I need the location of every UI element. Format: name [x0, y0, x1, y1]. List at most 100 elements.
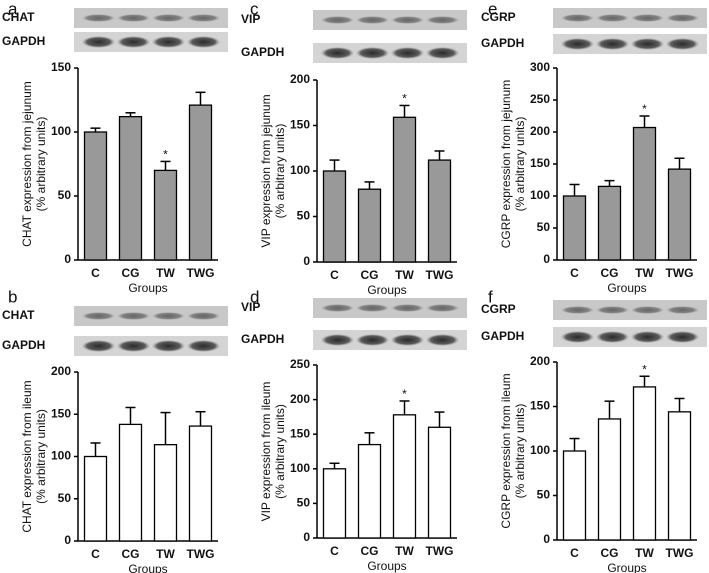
y-tick-label: 250	[290, 357, 310, 371]
blot-band	[116, 340, 151, 352]
y-tick-label: 50	[58, 188, 72, 202]
x-tick-label: TW	[395, 544, 414, 558]
x-tick-label: TWG	[426, 544, 454, 558]
bar	[357, 443, 382, 539]
x-axis-label: Groups	[128, 562, 167, 573]
y-axis-label: CGRP expression from jejunum	[499, 80, 513, 249]
y-axis-label: CHAT expression from ileum	[20, 380, 34, 532]
y-axis-label: (% arbitrary units)	[273, 124, 287, 219]
blot-background	[313, 43, 467, 63]
blot-label: GAPDH	[481, 329, 524, 343]
bar	[632, 386, 657, 541]
y-tick-label: 50	[297, 496, 311, 510]
bar	[322, 468, 347, 539]
blot-band	[560, 306, 595, 314]
blot-label: GAPDH	[481, 36, 524, 50]
y-tick-label: 100	[51, 124, 71, 138]
blot-band	[81, 340, 116, 352]
blot-band	[355, 47, 390, 59]
x-tick-label: CG	[601, 266, 619, 280]
y-tick-label: 0	[543, 532, 550, 546]
y-tick-label: 150	[290, 426, 310, 440]
blot-band	[186, 340, 221, 352]
bar	[83, 131, 108, 261]
blot-band	[81, 36, 116, 48]
blot-band	[425, 16, 460, 24]
y-tick-label: 150	[530, 399, 550, 413]
blot-band	[665, 331, 700, 343]
blot-band	[390, 334, 425, 346]
blot-band	[630, 306, 665, 314]
blot-background	[313, 298, 467, 318]
y-tick-label: 200	[290, 72, 310, 86]
blot-band	[81, 14, 116, 22]
blot-band	[425, 47, 460, 59]
blot-band	[390, 304, 425, 312]
panel-letter: b	[8, 287, 17, 306]
bar	[153, 169, 178, 261]
bar	[427, 159, 452, 263]
bar	[153, 444, 178, 542]
blot-background	[74, 32, 228, 52]
blot-band	[560, 331, 595, 343]
significance-mark: *	[642, 102, 647, 116]
bar	[597, 185, 622, 261]
blot-band	[595, 306, 630, 314]
y-tick-label: 0	[543, 252, 550, 266]
bar	[597, 418, 622, 541]
blot-band	[151, 312, 186, 320]
blot-band	[355, 334, 390, 346]
y-axis-label: (% arbitrary units)	[513, 117, 527, 212]
blot-label: CGRP	[481, 10, 516, 24]
x-tick-label: TW	[635, 266, 654, 280]
x-tick-label: C	[330, 268, 339, 282]
panel-letter: f	[488, 287, 493, 306]
x-axis-label: Groups	[367, 559, 406, 573]
y-tick-label: 0	[303, 254, 310, 268]
x-tick-label: TW	[156, 547, 175, 561]
y-tick-label: 300	[530, 60, 550, 74]
y-tick-label: 100	[290, 461, 310, 475]
y-tick-label: 150	[51, 406, 71, 420]
panel-letter: c	[250, 0, 259, 18]
panel-letter: a	[8, 0, 18, 18]
blot-label: VIP	[241, 300, 260, 314]
y-tick-label: 0	[64, 533, 71, 547]
y-axis-label: (% arbitrary units)	[273, 404, 287, 499]
blot-band	[320, 334, 355, 346]
blot-band	[186, 36, 221, 48]
blot-label: VIP	[241, 12, 260, 26]
x-tick-label: C	[330, 544, 339, 558]
x-tick-label: CG	[122, 547, 140, 561]
blot-band	[320, 47, 355, 59]
x-tick-label: TW	[156, 266, 175, 280]
y-tick-label: 50	[58, 491, 72, 505]
bar	[667, 168, 692, 261]
blot-band	[151, 340, 186, 352]
blot-label: GAPDH	[2, 34, 45, 48]
blot-band	[390, 16, 425, 24]
y-axis-label: CGRP expression from ileum	[499, 373, 513, 528]
blot-band	[595, 331, 630, 343]
x-axis-label: Groups	[128, 281, 167, 295]
x-tick-label: CG	[122, 266, 140, 280]
x-tick-label: TWG	[666, 546, 694, 560]
blot-band	[630, 38, 665, 50]
y-axis-label: VIP expression from ileum	[259, 382, 273, 522]
blot-band	[186, 312, 221, 320]
y-tick-label: 150	[51, 60, 71, 74]
significance-mark: *	[402, 387, 407, 401]
blot-band	[560, 14, 595, 22]
y-tick-label: 150	[290, 118, 310, 132]
blot-band	[595, 38, 630, 50]
y-tick-label: 200	[51, 364, 71, 378]
blot-background	[553, 327, 707, 347]
bar	[83, 455, 108, 542]
panel-letter: e	[488, 0, 497, 18]
panel-letter: d	[250, 287, 259, 306]
x-tick-label: TW	[395, 268, 414, 282]
y-tick-label: 200	[530, 354, 550, 368]
x-axis-label: Groups	[607, 281, 646, 295]
x-tick-label: C	[570, 546, 579, 560]
